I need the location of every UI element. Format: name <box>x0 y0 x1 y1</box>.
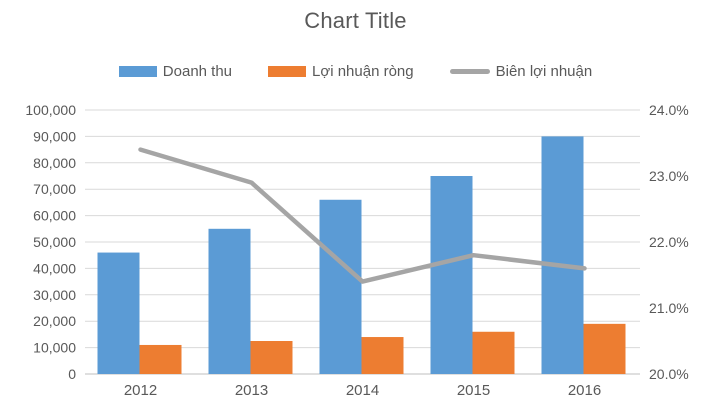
bar <box>319 199 362 374</box>
x-axis-labels: 2012 2013 2014 2015 2016 <box>124 382 601 399</box>
left-axis-tick-label: 0 <box>68 366 76 382</box>
left-axis-tick-label: 90,000 <box>33 128 76 144</box>
legend-item-loi-nhuan-rong: Lợi nhuận ròng <box>268 63 414 80</box>
blue-bar-swatch-icon <box>118 65 157 77</box>
gray-line-swatch-icon <box>449 68 490 74</box>
bar <box>430 176 473 374</box>
legend-label: Biên lợi nhuận <box>495 62 593 80</box>
left-axis-tick-label: 40,000 <box>33 260 76 276</box>
legend-label: Doanh thu <box>162 62 233 80</box>
left-axis-tick-label: 60,000 <box>33 208 76 224</box>
orange-bar-swatch-icon <box>268 65 307 77</box>
legend-item-doanh-thu: Doanh thu <box>118 62 233 80</box>
x-axis-tick-label: 2015 <box>457 382 490 399</box>
left-axis-tick-label: 20,000 <box>33 313 76 329</box>
legend: Doanh thu Lợi nhuận ròng Biên lợi nhuận <box>0 60 711 82</box>
right-axis-tick-label: 20.0% <box>649 366 689 382</box>
bar <box>97 252 140 374</box>
x-axis-tick-label: 2016 <box>568 382 601 399</box>
right-axis-tick-label: 24.0% <box>649 102 689 118</box>
left-axis-tick-label: 50,000 <box>33 234 76 250</box>
bar <box>208 228 251 374</box>
bar <box>583 323 626 374</box>
left-axis-tick-label: 100,000 <box>25 102 76 118</box>
chart-title: Chart Title <box>304 8 407 33</box>
left-axis-tick-label: 70,000 <box>33 181 76 197</box>
bar <box>541 136 584 374</box>
x-axis-tick-label: 2013 <box>235 382 268 399</box>
right-axis-tick-label: 22.0% <box>649 234 689 250</box>
left-axis-tick-label: 80,000 <box>33 155 76 171</box>
margin-line <box>138 147 587 284</box>
right-axis-tick-label: 21.0% <box>649 300 689 316</box>
bar <box>139 344 182 374</box>
x-axis-tick-label: 2012 <box>124 382 157 399</box>
bar <box>250 341 293 374</box>
bar-series-1 <box>139 323 626 374</box>
left-axis-tick-label: 10,000 <box>33 340 76 356</box>
left-axis-tick-label: 30,000 <box>33 287 76 303</box>
legend-label: Lợi nhuận ròng <box>312 62 414 80</box>
bar-series-0 <box>97 136 584 374</box>
legend-item-bien-loi-nhuan: Biên lợi nhuận <box>449 62 593 80</box>
bar <box>472 331 515 374</box>
right-axis-tick-label: 23.0% <box>649 168 689 184</box>
bar <box>361 337 404 374</box>
x-axis-tick-label: 2014 <box>346 382 379 399</box>
right-axis-labels: 20.0% 21.0% 22.0% 23.0% 24.0% <box>649 102 689 382</box>
left-axis-labels: 0 10,000 20,000 30,000 40,000 50,000 60,000 70,… <box>25 102 76 382</box>
plot-area: 0 10,000 20,000 30,000 40,000 50,000 60,000 70,… <box>25 102 689 399</box>
